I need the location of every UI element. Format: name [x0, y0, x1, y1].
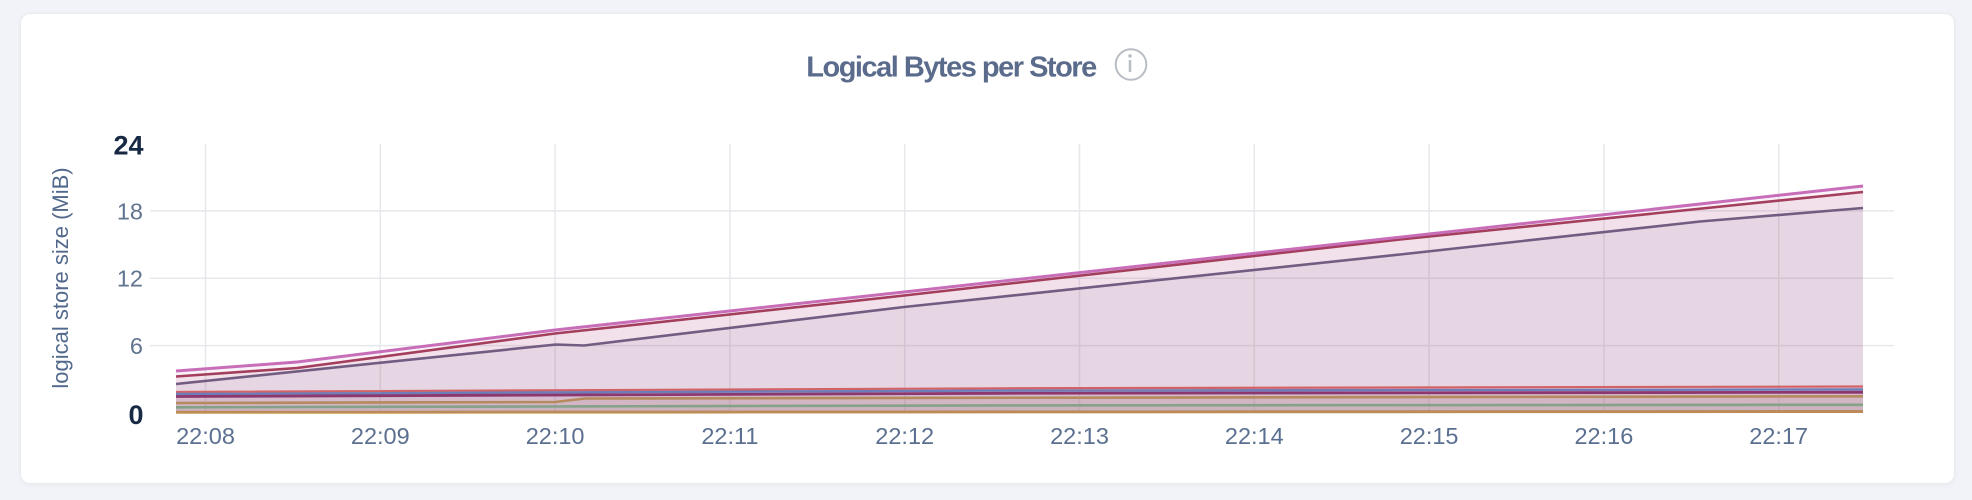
svg-text:6: 6	[130, 333, 143, 359]
svg-text:22:10: 22:10	[526, 423, 585, 449]
svg-text:0: 0	[128, 400, 143, 430]
svg-text:22:08: 22:08	[176, 423, 235, 449]
svg-text:12: 12	[117, 266, 143, 292]
svg-text:22:15: 22:15	[1400, 423, 1459, 449]
svg-text:18: 18	[117, 199, 143, 225]
svg-text:22:11: 22:11	[701, 423, 758, 449]
svg-text:Logical Bytes per Store: Logical Bytes per Store	[806, 52, 1097, 84]
svg-text:22:13: 22:13	[1050, 423, 1109, 449]
svg-text:22:16: 22:16	[1574, 423, 1633, 449]
svg-text:22:17: 22:17	[1749, 423, 1808, 449]
svg-text:22:14: 22:14	[1225, 423, 1284, 449]
svg-text:22:09: 22:09	[351, 423, 410, 449]
svg-text:22:12: 22:12	[875, 423, 934, 449]
svg-text:logical store size (MiB): logical store size (MiB)	[48, 167, 73, 388]
svg-text:24: 24	[113, 130, 143, 160]
